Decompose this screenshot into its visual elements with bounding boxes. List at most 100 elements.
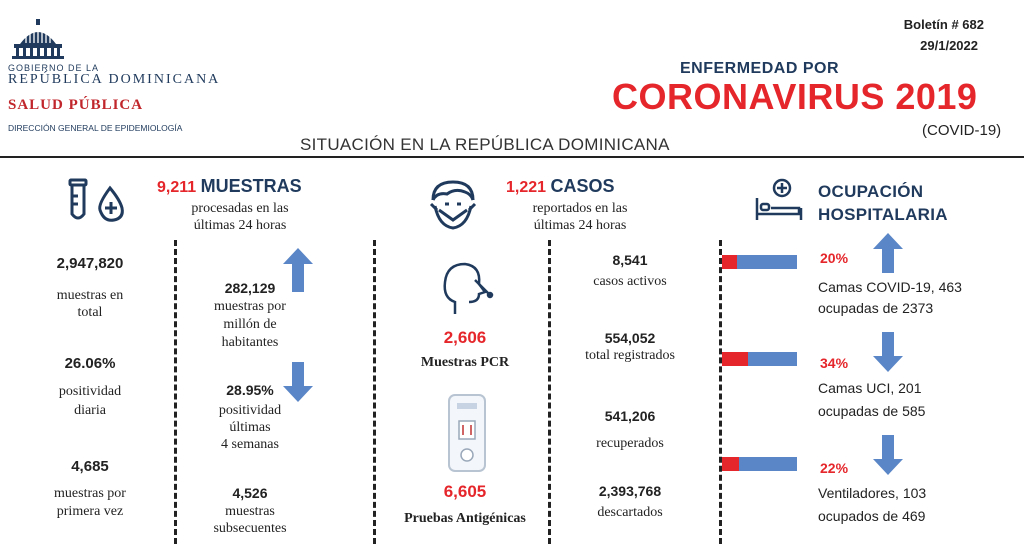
antigen-label: Pruebas Antigénicas — [404, 511, 526, 526]
pcr-value: 2,606 — [443, 328, 487, 347]
ventilators-desc: Ventiladores, 103 ocupados de 469 — [818, 482, 926, 528]
positividad-4s-label: positividad últimas 4 semanas — [195, 402, 305, 453]
positividad-4s-value: 28.95% — [226, 382, 274, 398]
casos-desc: reportados en las últimas 24 horas — [505, 200, 655, 234]
swab-head-icon — [435, 258, 495, 323]
capitol-dome-icon — [12, 19, 64, 59]
muestras-subsecuentes: 4,526 muestras subsecuentes — [195, 485, 305, 537]
bulletin-number: Boletín # 682 — [903, 17, 984, 32]
primera-vez: 4,685 muestras por primera vez — [30, 458, 150, 521]
pcr-label: Muestras PCR — [420, 355, 510, 370]
descartados-value: 2,393,768 — [598, 483, 662, 499]
disease-code: (COVID-19) — [922, 122, 1002, 139]
muestras-total-label-2: total — [77, 305, 103, 320]
casos-activos: 8,541 casos activos — [560, 252, 700, 290]
muestras-per-million: 282,129 muestras por millón de habitante… — [195, 280, 305, 352]
disease-title: CORONAVIRUS 2019 — [612, 76, 978, 117]
covid-beds-desc: Camas COVID-19, 463 ocupadas de 2373 — [818, 277, 962, 319]
occupancy-bar-fill-uci — [722, 352, 748, 366]
descartados-label: descartados — [597, 505, 663, 520]
uci-beds-line2: ocupadas de 585 — [818, 403, 926, 419]
muestras-desc-line2: últimas 24 horas — [193, 218, 287, 233]
separator-3 — [548, 240, 551, 544]
directorate: DIRECCIÓN GENERAL DE EPIDEMIOLOGÍA — [8, 123, 183, 133]
per-million-label: muestras por millón de habitantes — [195, 298, 305, 352]
masked-face-icon — [425, 178, 481, 237]
muestras-total-label-1: muestras en — [56, 288, 124, 303]
casos-registrados: 554,052 total registrados — [560, 330, 700, 364]
casos-heading: 1,221 CASOS — [506, 176, 615, 197]
hospital-bed-icon — [754, 178, 804, 227]
arrow-up-icon — [873, 233, 903, 273]
uci-beds-line1: Camas UCI, 201 — [818, 380, 922, 396]
subsecuentes-label-2: subsecuentes — [213, 521, 287, 536]
primera-vez-value: 4,685 — [71, 458, 109, 475]
government-logo — [8, 18, 68, 65]
ventilators-line2: ocupados de 469 — [818, 508, 926, 524]
subsecuentes-label: muestras subsecuentes — [195, 503, 305, 537]
covid-beds-line2: ocupadas de 2373 — [818, 300, 934, 316]
casos-desc-line2: últimas 24 horas — [533, 218, 627, 233]
ventilators-percent: 22% — [820, 460, 849, 476]
recuperados-label: recuperados — [596, 436, 664, 451]
registrados-label: total registrados — [585, 348, 675, 363]
per-million-label-1: muestras por — [214, 299, 286, 314]
disease-line1: ENFERMEDAD POR — [680, 60, 840, 77]
header-divider — [0, 156, 1024, 158]
positividad-diaria-label: positividad diaria — [30, 382, 150, 420]
separator-1 — [174, 240, 177, 544]
muestras-24h-count: 9,211 — [157, 179, 197, 196]
page-subtitle: SITUACIÓN EN LA REPÚBLICA DOMINICANA — [300, 135, 670, 154]
gov-line2: REPÚBLICA DOMINICANA — [8, 72, 221, 87]
per-million-label-2: millón de — [223, 317, 277, 332]
arrow-up-icon — [283, 248, 313, 292]
subsecuentes-value: 4,526 — [232, 485, 268, 501]
primera-vez-label-2: primera vez — [56, 504, 124, 519]
occupancy-bar-ventilators — [722, 457, 797, 471]
muestras-total-value: 2,947,820 — [56, 255, 124, 272]
activos-value: 8,541 — [612, 252, 648, 268]
casos-24h-count: 1,221 — [506, 179, 547, 196]
positividad-diaria-label-1: positividad — [58, 384, 122, 399]
casos-desc-line1: reportados en las — [532, 201, 628, 216]
muestras-total: 2,947,820 muestras en total — [30, 255, 150, 321]
arrow-down-icon — [873, 332, 903, 372]
positividad-4s-label-1: positividad — [218, 403, 282, 418]
arrow-down-icon — [283, 362, 313, 402]
muestras-title: MUESTRAS — [200, 176, 302, 196]
primera-vez-label: muestras por primera vez — [30, 485, 150, 521]
separator-4 — [719, 240, 722, 544]
activos-label: casos activos — [593, 274, 667, 289]
gov-line1: GOBIERNO DE LA — [8, 63, 100, 73]
primera-vez-label-1: muestras por — [54, 486, 126, 501]
test-tube-icon — [64, 176, 136, 229]
recuperados-value: 541,206 — [604, 408, 656, 424]
occupancy-bar-uci — [722, 352, 797, 366]
antigen-value: 6,605 — [443, 482, 487, 501]
uci-beds-desc: Camas UCI, 201 ocupadas de 585 — [818, 377, 925, 423]
positividad-diaria: 26.06% positividad diaria — [30, 355, 150, 420]
ministry-name: SALUD PÚBLICA — [8, 97, 144, 113]
separator-2 — [373, 240, 376, 544]
uci-beds-percent: 34% — [820, 355, 849, 371]
arrow-down-icon — [873, 435, 903, 475]
casos-descartados: 2,393,768 descartados — [560, 483, 700, 521]
ocupacion-title-line2: HOSPITALARIA — [818, 205, 948, 224]
ventilators-line1: Ventiladores, 103 — [818, 485, 927, 501]
ocupacion-title-line1: OCUPACIÓN — [818, 182, 924, 201]
positividad-4s-label-2: últimas — [229, 420, 271, 435]
per-million-label-3: habitantes — [221, 335, 279, 350]
bulletin-date: 29/1/2022 — [920, 38, 978, 53]
positividad-diaria-label-2: diaria — [74, 403, 106, 418]
muestras-heading: 9,211 MUESTRAS — [157, 176, 302, 197]
per-million-value: 282,129 — [224, 280, 276, 296]
ocupacion-title: OCUPACIÓN HOSPITALARIA — [818, 180, 948, 226]
muestras-desc-line1: procesadas en las — [191, 201, 289, 216]
muestras-total-label: muestras en total — [30, 287, 150, 321]
subsecuentes-label-1: muestras — [225, 504, 275, 519]
casos-recuperados: 541,206 recuperados — [560, 408, 700, 452]
positividad-4s-label-3: 4 semanas — [221, 437, 279, 452]
covid-beds-percent: 20% — [820, 250, 849, 266]
positividad-4-semanas: 28.95% positividad últimas 4 semanas — [195, 382, 305, 453]
covid-beds-line1: Camas COVID-19, 463 — [818, 279, 962, 295]
